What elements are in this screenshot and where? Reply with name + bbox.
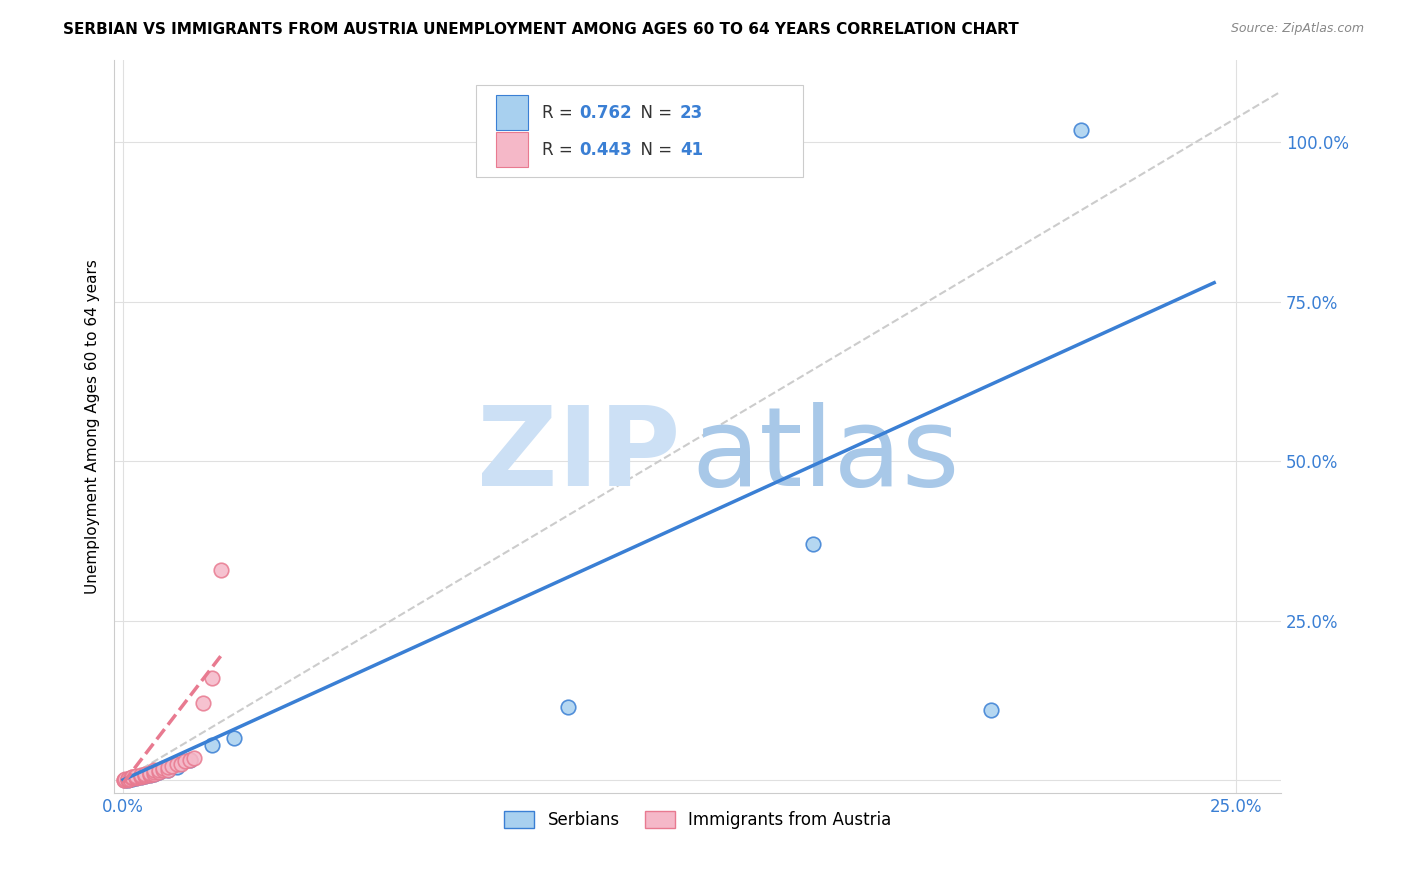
Point (118, 772, 141, 787)
Point (557, 699, 579, 714)
Y-axis label: Unemployment Among Ages 60 to 64 years: Unemployment Among Ages 60 to 64 years (86, 259, 100, 593)
Point (193, 697, 215, 711)
Text: 0.443: 0.443 (579, 141, 633, 159)
Point (152, 764, 174, 778)
Point (125, 769, 148, 783)
Point (125, 771, 148, 785)
Text: 41: 41 (681, 141, 703, 159)
Point (166, 760, 188, 774)
Point (156, 764, 179, 778)
Point (139, 767, 162, 781)
Point (148, 765, 170, 780)
Point (117, 772, 139, 787)
Text: N =: N = (630, 141, 678, 159)
Point (201, 671, 224, 685)
Text: atlas: atlas (692, 402, 960, 509)
Point (209, 563, 232, 577)
Point (121, 770, 143, 784)
Point (201, 738, 224, 752)
Point (148, 765, 170, 780)
Point (152, 764, 174, 778)
Text: 0.762: 0.762 (579, 103, 633, 121)
Point (129, 768, 152, 782)
Point (139, 765, 162, 780)
Point (125, 770, 148, 784)
Point (156, 760, 179, 774)
Point (129, 770, 152, 784)
Point (117, 772, 139, 787)
Point (125, 771, 148, 785)
FancyBboxPatch shape (475, 86, 803, 177)
Point (980, 703, 1002, 717)
Point (121, 771, 143, 785)
Point (152, 761, 174, 775)
Text: R =: R = (543, 141, 578, 159)
Point (125, 770, 148, 784)
Point (134, 769, 156, 783)
Point (179, 752, 201, 766)
Point (117, 772, 139, 787)
Text: Source: ZipAtlas.com: Source: ZipAtlas.com (1230, 22, 1364, 36)
Point (148, 763, 170, 777)
Text: SERBIAN VS IMMIGRANTS FROM AUSTRIA UNEMPLOYMENT AMONG AGES 60 TO 64 YEARS CORREL: SERBIAN VS IMMIGRANTS FROM AUSTRIA UNEMP… (63, 22, 1019, 37)
Point (121, 770, 143, 784)
Point (139, 768, 162, 782)
Text: N =: N = (630, 103, 678, 121)
Point (121, 771, 143, 785)
Point (114, 772, 136, 787)
Point (1070, 122, 1092, 136)
Point (129, 770, 152, 784)
Point (125, 770, 148, 784)
Point (134, 767, 156, 781)
Point (121, 772, 143, 786)
Point (114, 772, 136, 787)
Text: 23: 23 (681, 103, 703, 121)
Point (143, 766, 166, 780)
Point (139, 768, 162, 782)
Point (179, 752, 201, 766)
Point (114, 772, 136, 787)
Point (166, 756, 188, 771)
Point (156, 764, 179, 778)
Point (183, 750, 205, 764)
Point (174, 754, 197, 768)
Point (134, 769, 156, 783)
Point (117, 772, 139, 786)
Point (134, 768, 156, 782)
Point (143, 766, 166, 780)
FancyBboxPatch shape (496, 132, 529, 167)
Text: R =: R = (543, 103, 578, 121)
Point (143, 764, 166, 778)
Legend: Serbians, Immigrants from Austria: Serbians, Immigrants from Austria (498, 804, 898, 836)
Point (143, 765, 166, 780)
Point (801, 537, 824, 551)
Point (129, 769, 152, 783)
Point (117, 772, 139, 787)
FancyBboxPatch shape (496, 95, 529, 130)
Text: ZIP: ZIP (477, 402, 681, 509)
Point (112, 772, 135, 787)
Point (160, 759, 183, 773)
Point (118, 772, 141, 786)
Point (170, 756, 193, 771)
Point (224, 731, 246, 746)
